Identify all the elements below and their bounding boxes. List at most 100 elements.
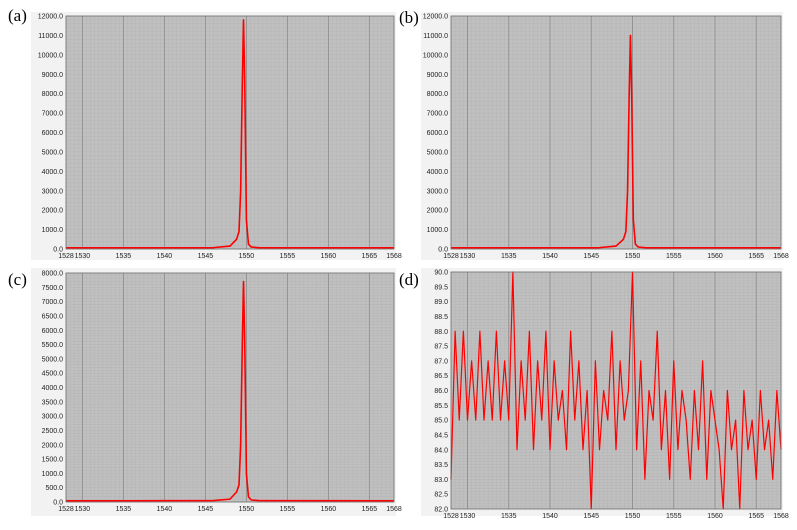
y-tick-label-c: 4500.0	[42, 371, 64, 378]
x-tick-label-b: 1530	[460, 253, 476, 260]
y-tick-label-d: 86.0	[434, 388, 448, 395]
y-tick-label-d: 90.0	[434, 270, 448, 277]
x-tick-label-d: 1560	[707, 513, 723, 520]
minor-grid-a	[65, 15, 395, 250]
x-tick-label-a: 1555	[280, 253, 296, 260]
x-tick-label-a: 1528	[58, 253, 74, 260]
x-tick-label-d: 1530	[460, 513, 476, 520]
y-tick-label-b: 4000.0	[427, 169, 449, 176]
x-tick-label-a: 1530	[75, 253, 91, 260]
y-tick-label-b: 12000.0	[423, 14, 448, 21]
x-tick-label-b: 1555	[666, 253, 682, 260]
y-tick-label-b: 10000.0	[423, 52, 448, 59]
y-tick-label-a: 1000.0	[42, 227, 64, 234]
x-tick-label-d: 1545	[583, 513, 599, 520]
panel-c-label: (c)	[8, 270, 27, 289]
y-tick-label-b: 2000.0	[427, 208, 449, 215]
y-tick-label-b: 3000.0	[427, 188, 449, 195]
y-tick-label-c: 0.0	[53, 500, 63, 507]
x-tick-label-d: 1555	[666, 513, 682, 520]
y-tick-label-c: 6000.0	[42, 328, 64, 335]
plot-border-b	[450, 15, 782, 250]
x-tick-label-b: 1540	[542, 253, 558, 260]
chart-panel-d: 1528 1530 1535 1540 1545 1550 1555 1560 1565 1568…	[421, 268, 789, 520]
minor-grid-b	[450, 15, 782, 250]
y-tick-label-c: 7000.0	[42, 299, 64, 306]
y-tick-label-c: 2500.0	[42, 428, 64, 435]
y-tick-label-a: 10000.0	[38, 52, 63, 59]
trace-line-b	[450, 34, 782, 249]
minor-grid-d	[450, 271, 782, 510]
x-tick-label-a: 1568	[386, 253, 402, 260]
y-tick-label-a: 12000.0	[38, 14, 63, 21]
y-tick-label-d: 88.0	[434, 329, 448, 336]
y-tick-label-c: 500.0	[45, 485, 63, 492]
y-tick-label-a: 6000.0	[42, 130, 64, 137]
y-tick-label-d: 89.5	[434, 284, 448, 291]
x-tick-label-d: 1565	[748, 513, 764, 520]
y-tick-label-a: 8000.0	[42, 91, 64, 98]
x-tick-label-c: 1555	[280, 506, 296, 513]
y-tick-label-d: 82.0	[434, 507, 448, 514]
y-tick-label-d: 86.5	[434, 373, 448, 380]
y-tick-label-a: 5000.0	[42, 149, 64, 156]
chart-panel-c: 1528 1530 1535 1540 1545 1550 1555 1560 1565 1568…	[31, 268, 402, 516]
x-tick-label-b: 1528	[443, 253, 459, 260]
y-tick-label-a: 9000.0	[42, 72, 64, 79]
chart-panel-a: 1528 1530 1535 1540 1545 1550 1555 1560 1565 1568…	[31, 12, 402, 260]
y-tick-label-a: 11000.0	[38, 33, 63, 40]
y-tick-label-d: 85.5	[434, 403, 448, 410]
x-tick-label-c: 1565	[362, 506, 378, 513]
y-tick-label-c: 6500.0	[42, 313, 64, 320]
minor-grid-c	[65, 272, 395, 503]
x-tick-label-c: 1530	[75, 506, 91, 513]
y-tick-label-b: 1000.0	[427, 227, 449, 234]
y-tick-label-d: 83.0	[434, 477, 448, 484]
x-tick-label-b: 1545	[583, 253, 599, 260]
x-tick-label-a: 1540	[157, 253, 173, 260]
y-tick-label-d: 87.0	[434, 358, 448, 365]
y-tick-label-d: 83.5	[434, 462, 448, 469]
y-tick-label-d: 88.5	[434, 314, 448, 321]
x-tick-label-c: 1535	[116, 506, 132, 513]
y-tick-label-d: 84.5	[434, 432, 448, 439]
chart-panel-b: 1528 1530 1535 1540 1545 1550 1555 1560 1565 1568…	[421, 12, 789, 260]
x-tick-label-b: 1550	[625, 253, 641, 260]
x-tick-label-c: 1550	[239, 506, 255, 513]
y-tick-label-c: 7500.0	[42, 285, 64, 292]
y-tick-label-a: 7000.0	[42, 111, 64, 118]
y-tick-label-d: 87.5	[434, 344, 448, 351]
x-tick-label-a: 1550	[239, 253, 255, 260]
y-tick-label-d: 82.5	[434, 492, 448, 499]
panel-d-label: (d)	[399, 270, 419, 289]
x-tick-label-d: 1535	[501, 513, 517, 520]
y-tick-label-c: 2000.0	[42, 442, 64, 449]
y-tick-label-a: 3000.0	[42, 188, 64, 195]
trace-line-a	[65, 19, 395, 249]
y-tick-label-a: 0.0	[53, 247, 63, 254]
plot-border-d	[450, 271, 782, 510]
x-tick-label-a: 1560	[321, 253, 337, 260]
trace-line-d	[450, 271, 782, 510]
x-tick-label-b: 1568	[773, 253, 789, 260]
y-tick-label-a: 4000.0	[42, 169, 64, 176]
plot-border-c	[65, 272, 395, 503]
y-tick-label-b: 6000.0	[427, 130, 449, 137]
y-tick-label-b: 7000.0	[427, 111, 449, 118]
x-tick-label-b: 1535	[501, 253, 517, 260]
x-tick-label-c: 1560	[321, 506, 337, 513]
y-tick-label-c: 1000.0	[42, 471, 64, 478]
x-tick-label-a: 1535	[116, 253, 132, 260]
y-tick-label-b: 0.0	[438, 247, 448, 254]
x-tick-label-b: 1560	[707, 253, 723, 260]
y-tick-label-d: 89.0	[434, 299, 448, 306]
x-tick-label-d: 1568	[773, 513, 789, 520]
y-tick-label-c: 8000.0	[42, 271, 64, 278]
x-tick-label-d: 1528	[443, 513, 459, 520]
y-tick-label-d: 84.0	[434, 447, 448, 454]
x-tick-label-a: 1545	[198, 253, 214, 260]
y-tick-label-d: 85.0	[434, 418, 448, 425]
y-tick-label-b: 11000.0	[423, 33, 448, 40]
y-tick-label-c: 3000.0	[42, 414, 64, 421]
